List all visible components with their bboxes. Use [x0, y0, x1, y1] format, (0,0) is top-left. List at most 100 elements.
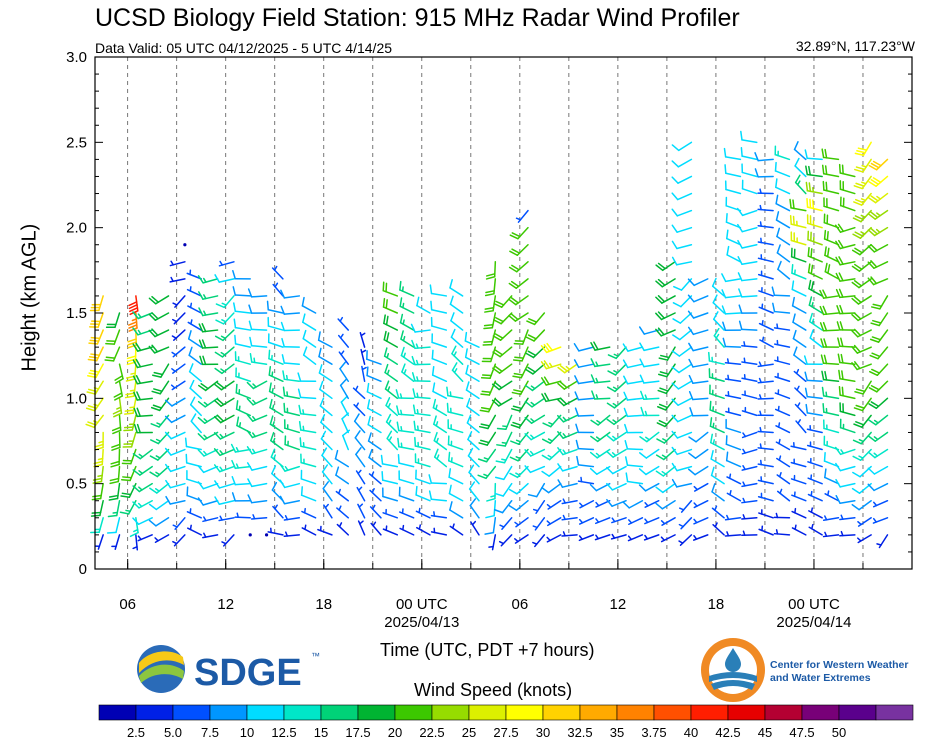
barb-flag — [606, 418, 615, 426]
barb-flag — [114, 375, 124, 381]
barb-shaft — [431, 374, 448, 383]
barb-flag — [841, 370, 844, 381]
colorbar-label-tick: 2.5 — [127, 725, 145, 740]
barb-flag — [622, 359, 629, 369]
wind-barb — [671, 192, 693, 201]
cw3e-logo: Center for Western Weather and Water Ext… — [701, 638, 908, 702]
barb-half-flag — [873, 436, 879, 441]
wind-barb — [737, 272, 758, 282]
barb-flag — [737, 272, 743, 282]
barb-half-flag — [644, 410, 648, 417]
wind-barb — [111, 431, 121, 451]
barb-flag — [213, 448, 221, 457]
barb-flag — [851, 487, 861, 494]
barb-flag — [339, 378, 348, 387]
barb-flag — [655, 486, 664, 494]
barb-flag — [484, 293, 495, 297]
wind-barb — [339, 361, 350, 383]
wind-barb — [367, 399, 382, 417]
barb-half-flag — [203, 418, 209, 423]
barb-flag — [214, 496, 221, 505]
barb-half-flag — [873, 501, 878, 507]
wind-barb — [164, 414, 186, 424]
wind-barb — [775, 194, 791, 212]
wind-barb — [655, 311, 676, 321]
wind-barb — [525, 346, 546, 359]
barb-half-flag — [203, 277, 207, 283]
wind-barb — [477, 465, 497, 480]
barb-half-flag — [252, 448, 256, 454]
colorbar-swatch — [653, 704, 692, 721]
barb-flag — [282, 386, 286, 397]
wind-barb — [368, 471, 382, 485]
wind-barb — [854, 158, 872, 173]
barb-flag — [640, 390, 645, 400]
barb-flag — [557, 382, 565, 390]
barb-flag — [214, 351, 224, 358]
wind-barb — [835, 239, 856, 250]
barb-flag — [659, 371, 670, 375]
barb-half-flag — [284, 466, 289, 471]
wind-barb — [283, 419, 300, 434]
barb-flag — [448, 484, 452, 495]
barb-half-flag — [824, 531, 828, 537]
wind-barb — [606, 465, 627, 475]
barb-shaft — [449, 303, 464, 314]
barb-flag — [301, 296, 305, 307]
barb-flag — [446, 402, 449, 413]
wind-barb — [775, 211, 791, 229]
wind-barb — [231, 492, 251, 502]
barb-shaft — [430, 498, 448, 502]
wind-barb — [466, 414, 480, 434]
wind-barb — [656, 431, 676, 444]
barb-flag — [269, 415, 274, 425]
barb-flag — [792, 329, 797, 340]
barb-flag — [302, 329, 307, 340]
barb-shaft — [791, 305, 807, 314]
wind-barb — [856, 534, 872, 544]
barb-flag — [495, 300, 505, 306]
barb-half-flag — [274, 282, 279, 288]
wind-barb — [710, 466, 725, 485]
barb-flag — [639, 452, 648, 459]
barb-flag — [486, 497, 496, 502]
barb-shaft — [776, 252, 791, 263]
barb-flag — [214, 335, 224, 342]
barb-flag — [870, 211, 879, 219]
barb-flag — [511, 248, 521, 254]
barb-half-flag — [627, 535, 633, 541]
barb-shaft — [415, 477, 431, 485]
wind-barb — [758, 287, 774, 297]
wind-barb — [272, 282, 284, 297]
wind-barb — [834, 223, 856, 233]
wind-barb — [791, 296, 807, 314]
barb-flag — [149, 455, 159, 461]
barb-flag — [432, 398, 437, 409]
barb-flag — [867, 245, 876, 253]
barb-half-flag — [189, 302, 193, 309]
barb-half-flag — [873, 419, 879, 424]
barb-flag — [775, 194, 779, 205]
barb-half-flag — [172, 318, 178, 323]
barb-half-flag — [125, 509, 131, 513]
wind-barb — [657, 380, 676, 395]
y-axis: 00.51.01.52.02.53.0 — [66, 49, 912, 578]
barb-flag — [527, 493, 538, 498]
x-tick-date: 2025/04/13 — [384, 614, 459, 631]
barb-flag — [711, 277, 717, 287]
wind-barb — [611, 517, 627, 524]
barb-flag — [851, 346, 859, 354]
barb-flag — [322, 481, 330, 490]
wind-barb — [557, 447, 578, 456]
barb-shaft — [319, 388, 333, 400]
barb-half-flag — [238, 405, 241, 412]
barb-half-flag — [876, 212, 881, 217]
x-tick-label: 18 — [315, 596, 332, 613]
barb-half-flag — [595, 377, 599, 384]
barb-flag — [216, 398, 225, 406]
colorbar-swatch — [875, 704, 914, 721]
barb-shaft — [320, 421, 333, 434]
wind-barb — [433, 431, 448, 451]
barb-half-flag — [252, 432, 257, 438]
wind-barb — [232, 286, 251, 297]
